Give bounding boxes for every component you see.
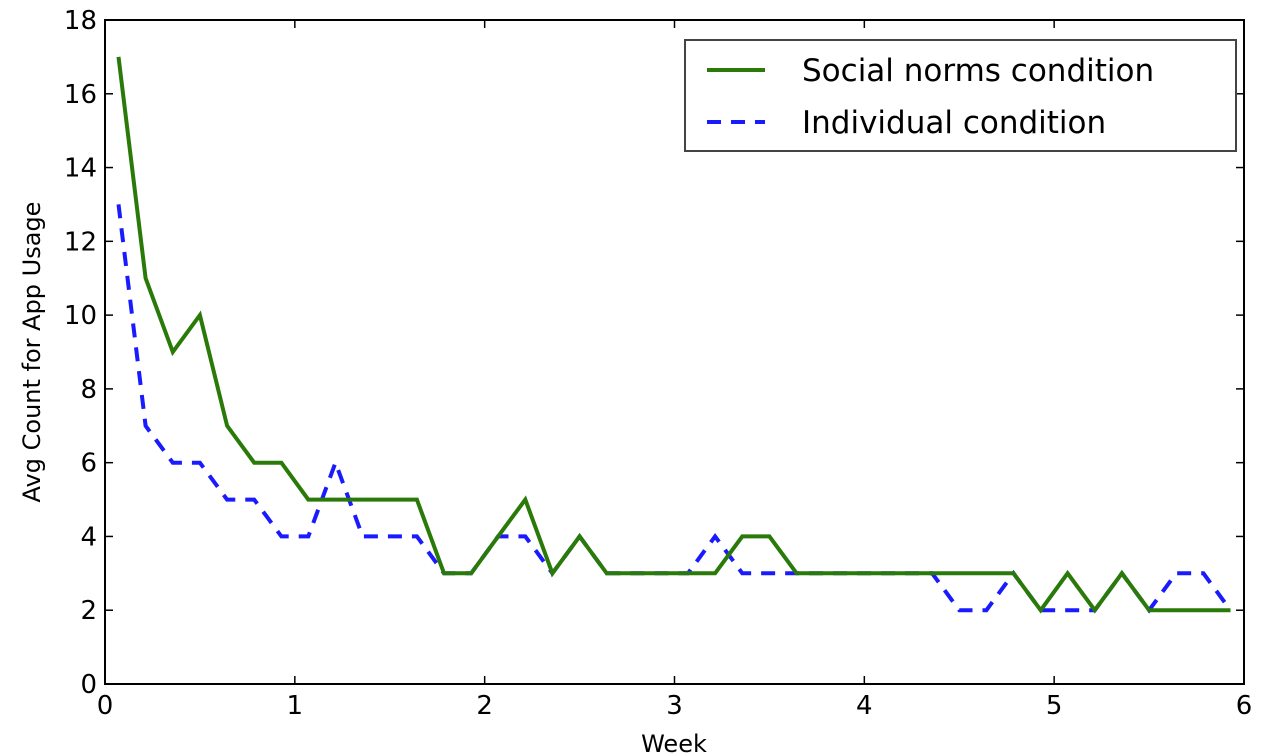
series-line-social-norms bbox=[116, 56, 1231, 614]
legend-box bbox=[684, 39, 1237, 152]
y-tick-label: 0 bbox=[80, 670, 97, 700]
x-tick-label: 0 bbox=[97, 691, 114, 721]
y-tick-label: 18 bbox=[64, 6, 97, 36]
x-tick-label: 3 bbox=[666, 691, 683, 721]
y-tick-label: 6 bbox=[80, 449, 97, 479]
y-axis-title: Avg Count for App Usage bbox=[18, 202, 46, 503]
x-tick-label: 6 bbox=[1236, 691, 1253, 721]
y-tick-label: 4 bbox=[80, 522, 97, 552]
x-tick-label: 1 bbox=[287, 691, 304, 721]
series-line-individual bbox=[116, 204, 1233, 614]
y-tick-label: 14 bbox=[64, 154, 97, 184]
y-tick-label: 16 bbox=[64, 80, 97, 110]
y-tick-label: 8 bbox=[80, 375, 97, 405]
plot-area bbox=[116, 56, 1233, 614]
x-axis-title: Week bbox=[641, 730, 707, 756]
y-tick-label: 10 bbox=[64, 301, 97, 331]
x-tick-label: 4 bbox=[856, 691, 873, 721]
x-tick-label: 5 bbox=[1046, 691, 1063, 721]
legend-label-social-norms: Social norms condition bbox=[802, 53, 1154, 89]
y-tick-label: 12 bbox=[64, 227, 97, 257]
legend-label-individual: Individual condition bbox=[802, 105, 1106, 141]
y-tick-label: 2 bbox=[80, 596, 97, 626]
legend: Social norms condition Individual condit… bbox=[684, 39, 1237, 152]
x-tick-label: 2 bbox=[476, 691, 493, 721]
